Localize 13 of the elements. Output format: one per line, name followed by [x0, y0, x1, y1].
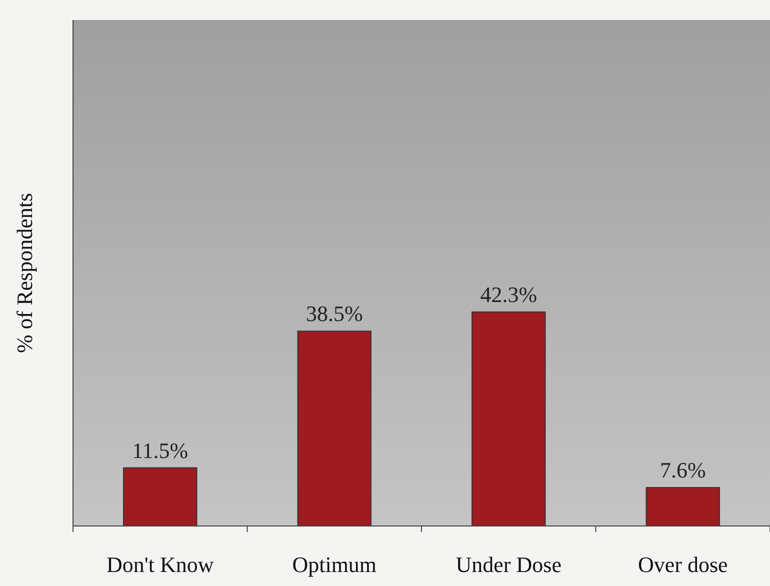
bar	[646, 487, 720, 526]
data-label: 42.3%	[480, 282, 538, 307]
bar	[297, 330, 372, 526]
x-tick-label: Optimum	[292, 552, 377, 577]
x-tick-label: Over dose	[638, 552, 728, 577]
data-label: 7.6%	[660, 458, 706, 483]
x-tick-label: Don't Know	[106, 552, 214, 577]
bar	[123, 467, 198, 526]
y-axis-title: % of Respondents	[12, 192, 37, 354]
bar	[472, 311, 546, 526]
data-label: 11.5%	[132, 438, 188, 463]
data-label: 38.5%	[306, 301, 363, 326]
x-tick-label: Under Dose	[456, 552, 562, 577]
